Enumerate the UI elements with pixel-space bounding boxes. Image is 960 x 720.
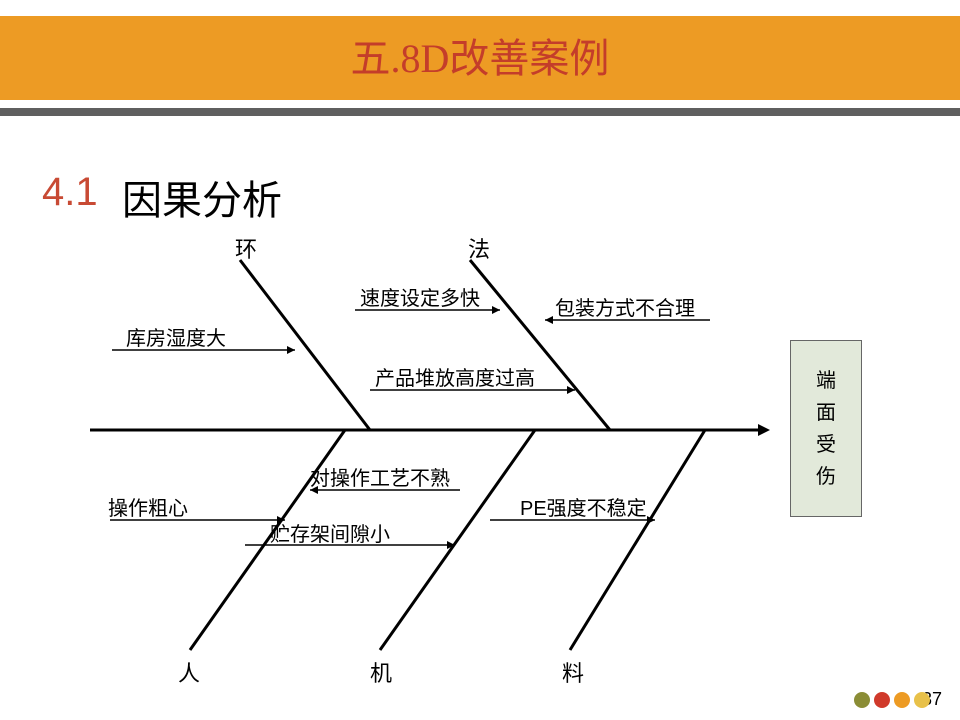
footer-dot bbox=[874, 692, 890, 708]
category-label: 料 bbox=[562, 656, 584, 688]
cause-label: 包装方式不合理 bbox=[555, 292, 695, 321]
cause-label: 操作粗心 bbox=[108, 492, 188, 521]
section-number: 4.1 bbox=[42, 170, 98, 215]
footer-dot bbox=[894, 692, 910, 708]
section-title: 因果分析 bbox=[122, 168, 282, 226]
cause-label: 速度设定多快 bbox=[360, 282, 480, 311]
category-label: 机 bbox=[370, 656, 392, 688]
cause-label: PE强度不稳定 bbox=[520, 492, 647, 521]
category-label: 法 bbox=[468, 232, 490, 264]
page-title: 五.8D改善案例 bbox=[0, 26, 960, 84]
cause-label: 产品堆放高度过高 bbox=[375, 362, 535, 391]
cause-label: 贮存架间隙小 bbox=[270, 518, 390, 547]
category-label: 人 bbox=[178, 656, 200, 688]
footer-dot bbox=[854, 692, 870, 708]
effect-box: 端面受伤 bbox=[790, 340, 862, 517]
cause-label: 对操作工艺不熟 bbox=[310, 462, 450, 491]
header-divider bbox=[0, 108, 960, 116]
footer-dot bbox=[914, 692, 930, 708]
fishbone-diagram: 环法人机料库房湿度大速度设定多快产品堆放高度过高包装方式不合理操作粗心对操作工艺… bbox=[90, 260, 770, 660]
cause-label: 库房湿度大 bbox=[126, 322, 226, 351]
category-label: 环 bbox=[235, 232, 257, 264]
